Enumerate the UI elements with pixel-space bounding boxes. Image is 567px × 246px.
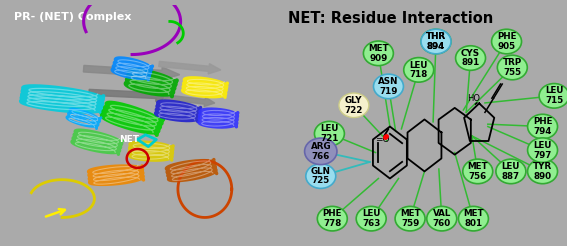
Text: GLN
725: GLN 725 [311, 167, 331, 185]
FancyArrow shape [159, 62, 221, 74]
Text: LEU
721: LEU 721 [320, 124, 338, 143]
Text: MET
801: MET 801 [463, 209, 484, 228]
Text: TYR
890: TYR 890 [533, 162, 552, 181]
Text: THR
894: THR 894 [426, 32, 446, 51]
Text: NET: NET [120, 135, 139, 144]
Text: ASN
719: ASN 719 [378, 77, 399, 96]
Text: THR
894: THR 894 [426, 32, 446, 51]
Text: NET: Residue Interaction: NET: Residue Interaction [287, 11, 493, 26]
Text: VAL
760: VAL 760 [433, 209, 451, 228]
Text: =O: =O [375, 135, 390, 144]
Text: PHE
905: PHE 905 [497, 32, 517, 51]
FancyArrow shape [89, 89, 171, 101]
Text: CYS
891: CYS 891 [461, 49, 480, 67]
Circle shape [304, 138, 337, 165]
Text: MET
756: MET 756 [467, 162, 488, 181]
FancyArrow shape [164, 95, 215, 107]
Text: ARG
766: ARG 766 [311, 142, 331, 161]
Circle shape [374, 74, 404, 99]
Circle shape [421, 29, 451, 54]
Text: MET
759: MET 759 [400, 209, 420, 228]
Circle shape [492, 29, 522, 54]
Text: LEU
718: LEU 718 [409, 61, 428, 79]
Circle shape [459, 206, 488, 231]
Text: LEU
797: LEU 797 [534, 141, 552, 159]
Circle shape [539, 84, 567, 108]
Circle shape [527, 114, 557, 139]
Text: LEU
887: LEU 887 [502, 162, 520, 181]
Circle shape [527, 138, 557, 162]
Text: GLY
722: GLY 722 [345, 96, 363, 115]
Circle shape [463, 159, 493, 184]
Circle shape [421, 29, 451, 54]
Circle shape [318, 206, 347, 231]
Circle shape [527, 159, 557, 184]
Circle shape [497, 55, 527, 80]
Circle shape [427, 206, 457, 231]
Circle shape [356, 206, 386, 231]
Text: LEU
715: LEU 715 [545, 87, 563, 105]
FancyArrow shape [83, 65, 180, 80]
Text: PHE
778: PHE 778 [323, 209, 342, 228]
Text: HO: HO [468, 93, 480, 103]
Text: PR- (NET) Complex: PR- (NET) Complex [14, 12, 131, 22]
Circle shape [306, 164, 336, 188]
Circle shape [395, 206, 425, 231]
Circle shape [339, 93, 369, 118]
Circle shape [315, 121, 344, 146]
Circle shape [404, 58, 434, 82]
Text: TRP
755: TRP 755 [503, 58, 522, 77]
Text: LEU
763: LEU 763 [362, 209, 380, 228]
Circle shape [496, 159, 526, 184]
Circle shape [455, 46, 485, 70]
Text: PHE
794: PHE 794 [533, 117, 552, 136]
Circle shape [363, 41, 393, 66]
Text: MET
909: MET 909 [368, 44, 389, 63]
